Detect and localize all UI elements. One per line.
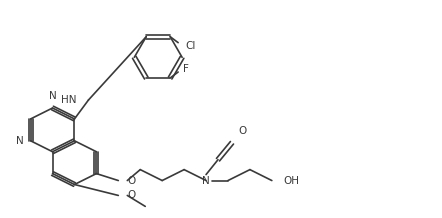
Text: O: O <box>127 191 136 200</box>
Text: O: O <box>238 126 246 136</box>
Text: N: N <box>49 91 57 101</box>
Text: N: N <box>16 136 23 146</box>
Text: HN: HN <box>61 95 76 105</box>
Text: N: N <box>202 175 210 186</box>
Text: OH: OH <box>284 175 300 186</box>
Text: Cl: Cl <box>185 41 195 51</box>
Text: O: O <box>127 175 136 186</box>
Text: F: F <box>183 64 189 74</box>
